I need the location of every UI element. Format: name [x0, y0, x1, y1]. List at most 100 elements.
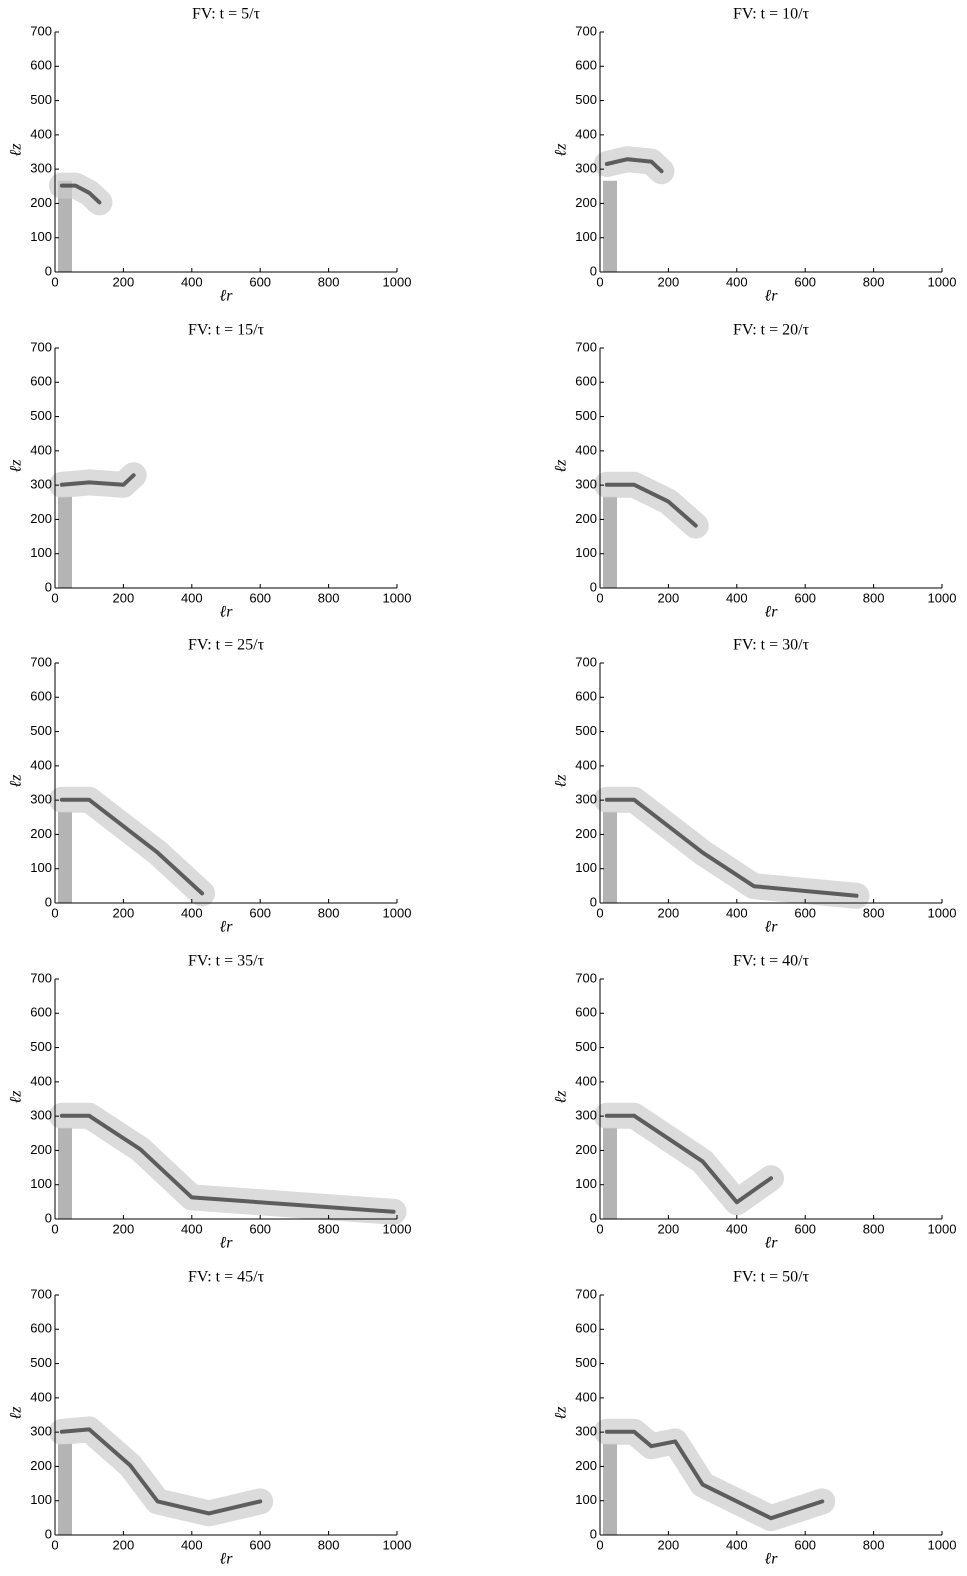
chart-title: FV: t = 20/τ	[733, 322, 810, 339]
x-tick-label: 200	[658, 274, 680, 289]
x-tick-label: 600	[794, 905, 816, 920]
x-tick-label: 400	[726, 1221, 748, 1236]
plume-halo	[593, 471, 709, 539]
plume-halo	[593, 1418, 836, 1532]
x-tick-label: 1000	[928, 905, 957, 920]
y-tick-label: 0	[45, 579, 52, 594]
plume-core	[604, 797, 859, 898]
y-tick-label: 600	[30, 374, 52, 389]
plume-core	[59, 1427, 263, 1516]
y-tick-label: 0	[590, 579, 597, 594]
y-tick-label: 300	[30, 161, 52, 176]
x-tick-label: 400	[726, 274, 748, 289]
y-tick-label: 200	[30, 1142, 52, 1157]
y-axis-label: ℓz	[8, 1406, 25, 1420]
x-tick-label: 1000	[928, 274, 957, 289]
x-tick-label: 600	[249, 1221, 271, 1236]
x-tick-label: 400	[726, 590, 748, 605]
chart-title: FV: t = 5/τ	[192, 6, 261, 23]
y-tick-label: 100	[575, 860, 597, 875]
y-tick-label: 700	[575, 1286, 597, 1301]
y-tick-label: 400	[30, 757, 52, 772]
x-tick-label: 1000	[383, 590, 412, 605]
x-tick-label: 1000	[928, 590, 957, 605]
panel: 0 100 200 300 400 500 600 700 0 200 400 600 800 1000 F…	[8, 6, 412, 305]
plume-core	[59, 473, 136, 487]
y-tick-label: 0	[45, 1210, 52, 1225]
x-tick-label: 1000	[383, 1221, 412, 1236]
x-tick-label: 0	[596, 1221, 603, 1236]
x-axis-label: ℓr	[220, 288, 234, 305]
y-tick-label: 0	[45, 894, 52, 909]
y-tick-label: 100	[575, 545, 597, 560]
x-axis-label: ℓr	[220, 604, 234, 621]
y-tick-label: 500	[30, 92, 52, 107]
y-tick-label: 300	[575, 1424, 597, 1439]
y-tick-label: 400	[575, 126, 597, 141]
x-axis-label: ℓr	[765, 919, 779, 936]
x-tick-label: 0	[51, 274, 58, 289]
y-tick-label: 600	[575, 1005, 597, 1020]
y-tick-label: 100	[575, 1492, 597, 1507]
plume-core	[59, 183, 102, 205]
x-tick-label: 800	[863, 1537, 885, 1552]
plume-stem	[603, 180, 617, 272]
x-tick-label: 400	[181, 1537, 203, 1552]
x-tick-label: 200	[658, 590, 680, 605]
y-tick-label: 700	[30, 23, 52, 38]
y-tick-label: 700	[30, 970, 52, 985]
x-tick-label: 800	[863, 1221, 885, 1236]
panel: 0 100 200 300 400 500 600 700 0 200 400 600 800 1000 F…	[8, 637, 412, 936]
panel: 0 100 200 300 400 500 600 700 0 200 400 600 800 1000 F…	[8, 1269, 412, 1568]
y-tick-label: 300	[30, 792, 52, 807]
y-tick-label: 700	[575, 970, 597, 985]
y-tick-label: 300	[575, 161, 597, 176]
y-tick-label: 500	[575, 723, 597, 738]
x-tick-label: 0	[51, 1221, 58, 1236]
y-tick-label: 300	[30, 1424, 52, 1439]
plume-stem	[58, 180, 72, 272]
plume-core	[604, 482, 698, 528]
y-tick-label: 700	[575, 23, 597, 38]
y-tick-label: 700	[575, 654, 597, 669]
x-axis-label: ℓr	[220, 1235, 234, 1252]
plume-stem	[603, 811, 617, 903]
x-tick-label: 1000	[383, 1537, 412, 1552]
y-axis-label: ℓz	[8, 774, 25, 788]
y-tick-label: 500	[30, 408, 52, 423]
x-tick-label: 200	[113, 1221, 135, 1236]
x-axis-label: ℓr	[765, 604, 779, 621]
chart-title: FV: t = 15/τ	[188, 322, 265, 339]
y-tick-label: 500	[30, 1039, 52, 1054]
y-tick-label: 300	[30, 477, 52, 492]
chart-title: FV: t = 25/τ	[188, 637, 265, 654]
plume-halo	[593, 1102, 784, 1216]
y-tick-label: 0	[590, 263, 597, 278]
x-tick-label: 600	[249, 274, 271, 289]
y-tick-label: 500	[575, 92, 597, 107]
plume-stem	[603, 1443, 617, 1535]
y-tick-label: 100	[575, 229, 597, 244]
x-tick-label: 1000	[928, 1537, 957, 1552]
y-tick-label: 600	[30, 1005, 52, 1020]
y-tick-label: 200	[30, 195, 52, 210]
x-tick-label: 600	[794, 274, 816, 289]
panel: 0 100 200 300 400 500 600 700 0 200 400 600 800 1000 F…	[553, 6, 957, 305]
y-axis-label: ℓz	[553, 1406, 570, 1420]
plume-core	[604, 1429, 825, 1521]
plume-stem	[58, 1443, 72, 1535]
x-tick-label: 400	[181, 1221, 203, 1236]
plume-core	[604, 157, 664, 174]
y-axis-label: ℓz	[8, 1090, 25, 1104]
y-tick-label: 600	[575, 689, 597, 704]
plume-core	[59, 797, 205, 896]
y-tick-label: 700	[575, 339, 597, 354]
panel: 0 100 200 300 400 500 600 700 0 200 400 600 800 1000 F…	[8, 322, 412, 621]
y-tick-label: 400	[575, 442, 597, 457]
x-tick-label: 800	[318, 1537, 340, 1552]
y-tick-label: 100	[30, 1492, 52, 1507]
y-tick-label: 100	[30, 1176, 52, 1191]
x-tick-label: 0	[51, 1537, 58, 1552]
y-tick-label: 600	[30, 1321, 52, 1336]
